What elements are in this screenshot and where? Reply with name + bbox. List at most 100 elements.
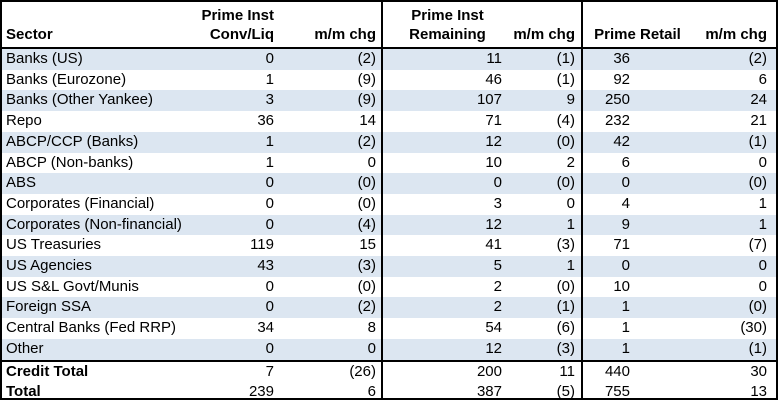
- value-cell: 0: [758, 153, 767, 171]
- value-cell: 1: [265, 153, 274, 171]
- value-cell: 13: [692, 382, 776, 398]
- value-cell: 0: [582, 173, 692, 194]
- value-cell: 5: [382, 256, 512, 277]
- value-cell: 3: [493, 194, 502, 212]
- header-line1: Prime Inst: [411, 7, 484, 24]
- value-cell: (0): [286, 276, 383, 298]
- value-cell: 0: [201, 173, 286, 194]
- value-cell: 1: [582, 297, 692, 319]
- sector-cell: Central Banks (Fed RRP): [6, 319, 177, 337]
- value-cell: 200: [382, 359, 512, 383]
- value-cell: 21: [750, 112, 767, 130]
- value-cell: 440: [582, 359, 692, 383]
- value-cell: (5): [512, 382, 583, 398]
- value-cell: 1: [758, 194, 767, 212]
- header-mm-chg-3: m/m chg: [692, 2, 776, 49]
- value-cell: 43: [201, 256, 286, 277]
- value-cell: 12: [382, 338, 512, 361]
- value-cell: 0: [286, 152, 383, 174]
- value-cell: 755: [582, 382, 692, 398]
- value-cell: (0): [512, 131, 583, 153]
- value-cell: 4: [621, 194, 630, 212]
- sector-cell: Banks (Other Yankee): [2, 90, 201, 112]
- sector-cell: Corporates (Financial): [6, 194, 155, 212]
- value-cell: 1: [201, 131, 286, 153]
- sector-cell: Corporates (Non-financial): [2, 214, 201, 236]
- value-cell: (1): [512, 297, 583, 319]
- sector-cell: US Treasuries: [6, 236, 102, 254]
- value-cell: 7: [201, 359, 286, 383]
- value-cell: 12: [382, 214, 512, 236]
- table-row: Foreign SSA 0 (2) 2 (1) 1 (0): [2, 297, 776, 319]
- table-row: ABS 0 (0) 0 (0) 0 (0): [2, 173, 776, 194]
- sector-cell: Foreign SSA: [2, 297, 201, 319]
- value-cell: 10: [485, 153, 502, 171]
- value-cell: 2: [493, 277, 502, 295]
- sector-cell: Banks (US): [2, 48, 201, 70]
- value-cell: 54: [485, 319, 502, 337]
- value-cell: 107: [382, 90, 512, 112]
- value-cell: 30: [692, 359, 776, 383]
- table-row: Corporates (Non-financial) 0 (4) 12 1 9 1: [2, 214, 776, 236]
- value-cell: 34: [257, 319, 274, 337]
- value-cell: (0): [286, 193, 383, 215]
- value-cell: (9): [286, 90, 383, 112]
- header-prime-inst-convliq: Prime Inst Conv/Liq: [201, 2, 286, 49]
- value-cell: 2: [382, 297, 512, 319]
- value-cell: 6: [758, 70, 767, 88]
- value-cell: 250: [582, 90, 692, 112]
- table-row: US Agencies 43 (3) 5 1 0 0: [2, 256, 776, 277]
- value-cell: 0: [582, 256, 692, 277]
- value-cell: 0: [382, 173, 512, 194]
- value-cell: (7): [748, 236, 767, 254]
- value-cell: 46: [485, 70, 502, 88]
- value-cell: 387: [382, 382, 512, 398]
- header-prime-inst-remaining: Prime Inst Remaining: [382, 2, 512, 49]
- value-cell: 10: [613, 277, 630, 295]
- table-row: Repo 36 14 71 (4) 232 21: [2, 111, 776, 132]
- value-cell: 119: [250, 236, 274, 254]
- value-cell: 92: [613, 70, 630, 88]
- table-row: Banks (US) 0 (2) 11 (1) 36 (2): [2, 48, 776, 70]
- header-mm-chg-2: m/m chg: [512, 2, 583, 49]
- value-cell: (0): [286, 173, 383, 194]
- table-row: ABCP (Non-banks) 1 0 10 2 6 0: [2, 152, 776, 174]
- value-cell: 0: [512, 193, 583, 215]
- value-cell: 0: [265, 194, 274, 212]
- value-cell: (2): [286, 48, 383, 70]
- table-row: US Treasuries 119 15 41 (3) 71 (7): [2, 235, 776, 257]
- value-cell: (0): [512, 173, 583, 194]
- value-cell: 15: [286, 235, 383, 257]
- value-cell: (0): [512, 276, 583, 298]
- value-cell: 8: [286, 318, 383, 339]
- sector-cell: ABS: [2, 173, 201, 194]
- value-cell: (1): [512, 48, 583, 70]
- value-cell: 0: [201, 338, 286, 361]
- value-cell: 0: [201, 214, 286, 236]
- value-cell: (9): [286, 69, 383, 91]
- table-body: Banks (US) 0 (2) 11 (1) 36 (2) Banks (Eurozone)…: [2, 48, 776, 398]
- sector-cell: Repo: [6, 112, 42, 130]
- value-cell: 1: [582, 338, 692, 361]
- sector-cell: ABCP/CCP (Banks): [2, 131, 201, 153]
- table-row-total: Total 239 6 387 (5) 755 13: [2, 382, 776, 398]
- sector-cell: US Agencies: [2, 256, 201, 277]
- sector-cell: Banks (Eurozone): [6, 70, 127, 88]
- table-row: Central Banks (Fed RRP) 34 8 54 (6) 1 (30): [2, 318, 776, 339]
- value-cell: 24: [692, 90, 776, 112]
- table-row: Corporates (Financial) 0 (0) 3 0 4 1: [2, 193, 776, 215]
- header-prime-retail: Prime Retail: [582, 2, 692, 49]
- header-line2: Remaining: [409, 26, 486, 43]
- sector-cell: Credit Total: [2, 359, 201, 383]
- value-cell: 6: [621, 153, 630, 171]
- value-cell: (3): [286, 256, 383, 277]
- value-cell: (4): [512, 111, 583, 132]
- value-cell: (3): [512, 235, 583, 257]
- value-cell: (2): [692, 48, 776, 70]
- value-cell: (26): [286, 359, 383, 383]
- value-cell: 2: [512, 152, 583, 174]
- header-line1: Prime Inst: [201, 7, 274, 24]
- value-cell: 42: [582, 131, 692, 153]
